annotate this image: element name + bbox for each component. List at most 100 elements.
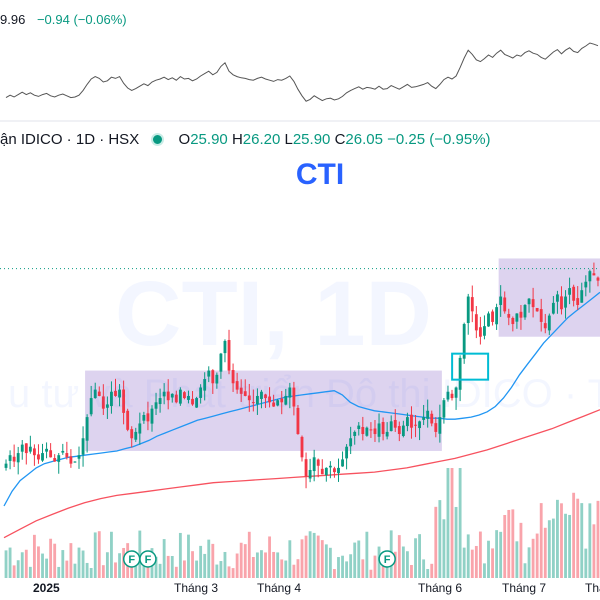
volume-bar [4, 550, 8, 578]
candle-body [397, 426, 401, 435]
candle-body [292, 387, 296, 407]
volume-bar [341, 555, 344, 578]
volume-bar [268, 536, 271, 578]
volume-bar [207, 539, 211, 578]
volume-bar [308, 531, 312, 578]
volume-bar [470, 549, 474, 578]
symbol-text[interactable]: ận IDICO · 1D · HSX [0, 131, 140, 148]
x-tick-label: Tháng 4 [257, 581, 302, 595]
candle-body [405, 417, 409, 427]
volume-bar [410, 564, 413, 578]
candle-body [122, 389, 126, 413]
candle-body [515, 313, 519, 322]
candle-body [264, 394, 267, 399]
candle-body [483, 326, 486, 336]
dividend-marker-label: F [145, 554, 152, 566]
volume-bar [28, 566, 32, 578]
candle-body [150, 408, 154, 424]
volume-bar [580, 503, 584, 578]
volume-bar [495, 530, 499, 578]
candle-body [284, 395, 288, 405]
candle-body [365, 427, 369, 436]
volume-bar [37, 546, 40, 578]
volume-bar [397, 535, 401, 578]
candle-body [105, 404, 109, 408]
candle-body [410, 414, 413, 428]
candle-body [551, 302, 555, 314]
candle-body [556, 294, 559, 302]
volume-bar [316, 535, 320, 578]
chart-title: CTI [295, 158, 345, 191]
candle-body [304, 459, 308, 477]
candle-body [146, 413, 150, 422]
volume-bar [57, 566, 61, 578]
candle-body [576, 298, 580, 305]
volume-bar [162, 539, 166, 578]
volume-bar [458, 468, 462, 578]
volume-bar [401, 546, 405, 578]
volume-bar [385, 566, 389, 578]
candle-body [69, 456, 73, 464]
volume-bar [474, 545, 478, 578]
volume-bar [243, 544, 247, 578]
candle-body [385, 431, 389, 437]
volume-bar [511, 509, 515, 578]
volume-bar [166, 555, 170, 578]
volume-bar [312, 532, 316, 578]
volume-bar [231, 568, 235, 578]
volume-bar [178, 532, 182, 578]
candle-body [53, 458, 57, 462]
volume-bar [531, 538, 535, 578]
candle-body [316, 459, 320, 466]
volume-bar [130, 558, 134, 578]
volume-bar [260, 550, 263, 578]
volume-bar [101, 565, 105, 578]
volume-bar [65, 560, 69, 578]
close-label: C [334, 131, 346, 148]
volume-bar [8, 547, 12, 578]
candle-body [243, 391, 247, 396]
candle-body [401, 425, 405, 437]
volume-bar [426, 569, 430, 578]
green-dot-icon [151, 133, 165, 147]
candle-body [531, 299, 535, 308]
candle-body [20, 444, 24, 452]
volume-bar [430, 563, 434, 578]
change-pct: (−0.95%) [429, 131, 491, 148]
volume-bar [134, 563, 138, 578]
candle-body [239, 387, 243, 394]
candle-body [341, 459, 344, 467]
candle-body [24, 443, 28, 454]
volume-bar [195, 560, 199, 578]
candle-body [255, 395, 259, 405]
volume-bar [349, 554, 353, 578]
volume-bar [304, 535, 308, 578]
candle-body [474, 314, 478, 331]
watermark-name: u tư và Phát triển Đô thị IDICO · Thuận [8, 372, 600, 416]
volume-bar [478, 531, 482, 578]
volume-bar [353, 542, 357, 578]
candle-body [251, 402, 255, 404]
candle-body [114, 390, 117, 396]
candle-body [235, 381, 239, 390]
volume-bar [333, 569, 336, 578]
volume-bar [227, 566, 231, 578]
volume-bar [138, 530, 142, 578]
volume-bar [296, 559, 300, 578]
candle-body [142, 415, 146, 421]
candle-body [45, 448, 48, 452]
top-pane-line [5, 42, 599, 102]
top-pane-change-text: 9.96 [0, 12, 26, 27]
candle-body [211, 370, 215, 384]
candle-body [223, 340, 227, 354]
candle-body [511, 318, 515, 325]
volume-bar [361, 559, 365, 578]
volume-bar [373, 555, 377, 578]
candle-body [491, 311, 494, 322]
volume-bar [41, 553, 44, 578]
candle-body [373, 428, 377, 435]
dividend-marker-label: F [384, 554, 391, 566]
x-tick-label: Tha [585, 581, 600, 595]
candle-body [353, 431, 357, 436]
